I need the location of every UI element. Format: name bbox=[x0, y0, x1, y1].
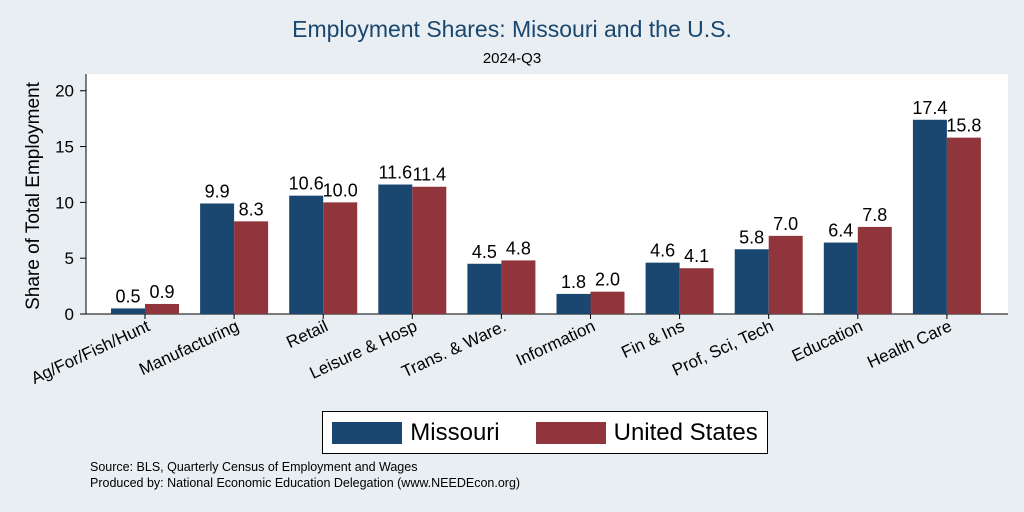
legend-swatch-united-states bbox=[535, 421, 606, 444]
bar-united-states bbox=[323, 202, 358, 314]
y-tick-label: 10 bbox=[55, 193, 74, 212]
bar-missouri bbox=[556, 293, 591, 314]
bar-missouri bbox=[111, 308, 145, 314]
y-tick-label: 20 bbox=[55, 82, 74, 101]
y-tick-label: 5 bbox=[65, 249, 74, 268]
bar-united-states bbox=[946, 137, 981, 314]
bar-united-states bbox=[412, 186, 447, 314]
x-tick-label: Retail bbox=[283, 316, 330, 352]
data-label-united-states: 15.8 bbox=[946, 116, 981, 136]
bar-united-states bbox=[501, 260, 536, 314]
data-label-united-states: 0.9 bbox=[149, 282, 174, 302]
data-label-united-states: 4.8 bbox=[506, 238, 531, 258]
x-tick-label: Manufacturing bbox=[136, 316, 242, 379]
bar-missouri bbox=[467, 263, 502, 314]
bar-united-states bbox=[679, 268, 714, 314]
chart-title: Employment Shares: Missouri and the U.S. bbox=[292, 16, 732, 42]
bar-missouri bbox=[645, 262, 680, 314]
bar-united-states bbox=[590, 291, 625, 314]
data-label-missouri: 0.5 bbox=[115, 286, 140, 306]
data-label-united-states: 7.0 bbox=[773, 214, 798, 234]
legend-item-missouri: Missouri bbox=[332, 418, 500, 447]
data-label-united-states: 11.4 bbox=[412, 165, 446, 185]
chart-subtitle: 2024-Q3 bbox=[482, 50, 542, 67]
bar-missouri bbox=[289, 195, 324, 314]
bar-missouri bbox=[823, 242, 858, 314]
bar-missouri bbox=[912, 119, 947, 314]
data-label-united-states: 7.8 bbox=[862, 205, 887, 225]
data-label-missouri: 9.9 bbox=[205, 181, 230, 201]
legend-label-united-states: United States bbox=[613, 418, 758, 446]
data-label-united-states: 10.0 bbox=[323, 180, 358, 200]
producer-note: Produced by: National Economic Education… bbox=[90, 476, 521, 490]
y-tick-label: 0 bbox=[65, 305, 74, 324]
bars: 0.5 0.9 9.9 8.3 10.610.0 11.6 11.4 4.5 4.8 1.8 2.0… bbox=[111, 98, 981, 314]
data-label-united-states: 2.0 bbox=[595, 270, 620, 290]
x-tick-label: Education bbox=[789, 316, 866, 365]
data-label-missouri: 11.6 bbox=[378, 163, 412, 183]
legend-swatch-missouri bbox=[332, 421, 403, 444]
bar-missouri bbox=[734, 249, 769, 314]
bar-missouri bbox=[378, 184, 413, 314]
data-label-missouri: 17.4 bbox=[912, 98, 947, 118]
y-tick-label: 15 bbox=[55, 138, 74, 157]
y-axis-label: Share of Total Employment bbox=[23, 81, 44, 309]
data-label-united-states: 4.1 bbox=[684, 246, 709, 266]
x-tick-label: Prof, Sci, Tech bbox=[669, 316, 776, 379]
data-label-missouri: 6.4 bbox=[828, 221, 853, 241]
data-label-missouri: 4.6 bbox=[650, 241, 675, 261]
data-label-missouri: 4.5 bbox=[472, 242, 497, 262]
x-tick-label: Fin & Ins bbox=[618, 316, 687, 362]
bar-united-states bbox=[768, 235, 803, 314]
y-ticks: 0 5 10 15 20 bbox=[55, 82, 86, 324]
source-note: Source: BLS, Quarterly Census of Employm… bbox=[90, 460, 418, 474]
legend: Missouri United States bbox=[322, 411, 768, 454]
bar-missouri bbox=[200, 203, 235, 314]
x-tick-label: Ag/For/Fish/Hunt bbox=[28, 316, 153, 388]
x-tick-label: Information bbox=[513, 316, 598, 369]
data-label-united-states: 8.3 bbox=[239, 199, 264, 219]
legend-item-united-states: United States bbox=[535, 418, 758, 447]
bar-united-states bbox=[234, 221, 269, 314]
data-label-missouri: 1.8 bbox=[561, 272, 586, 292]
legend-label-missouri: Missouri bbox=[410, 418, 500, 446]
bar-united-states bbox=[145, 303, 179, 314]
bar-united-states bbox=[857, 226, 892, 314]
x-tick-label: Health Care bbox=[864, 316, 954, 372]
data-label-missouri: 5.8 bbox=[739, 227, 764, 247]
data-label-missouri: 10.6 bbox=[289, 174, 324, 194]
